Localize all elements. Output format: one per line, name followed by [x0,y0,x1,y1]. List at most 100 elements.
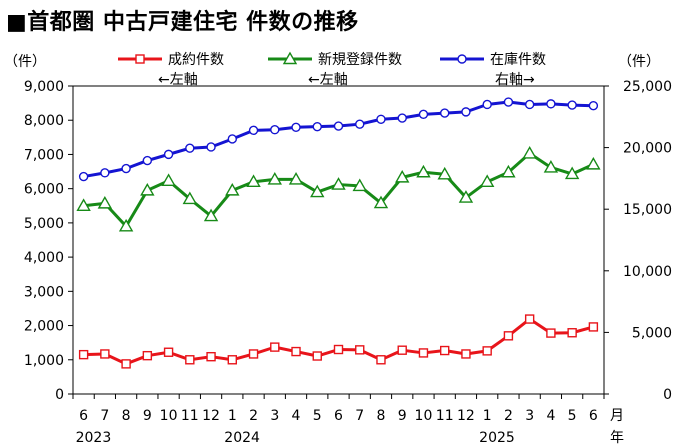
data-point [567,328,577,338]
data-point [97,195,113,209]
data-point [185,143,195,153]
data-point [142,350,153,361]
data-point [270,125,280,135]
x-tick-label: 7 [100,408,109,424]
data-point [100,168,110,178]
data-point [288,172,304,185]
legend-marker [457,54,467,64]
x-tick-label: 4 [546,408,555,424]
data-point [185,355,195,365]
data-point [100,349,110,359]
data-point [524,99,535,110]
x-tick-label: 12 [457,408,475,424]
x-tick-label: 10 [160,408,178,424]
data-point [479,174,495,188]
left-tick-label: 9,000 [24,79,64,95]
data-point [503,97,514,107]
data-point [397,345,407,355]
left-tick-label: 5,000 [24,216,64,232]
x-tick-label: 6 [334,408,343,424]
x-tick-label: 7 [355,408,364,424]
left-tick-label: 2,000 [24,319,64,335]
left-tick-label: 7,000 [24,147,64,163]
x-tick-label: 8 [122,408,131,424]
x-tick-label: 8 [377,408,386,424]
data-point [395,169,410,183]
x-tick-label: 3 [525,408,534,424]
chart-title: ■首都圏 中古戸建住宅 件数の推移 [6,10,359,35]
data-point [440,345,450,356]
data-point [227,355,238,365]
data-point [524,314,535,324]
data-point [142,155,153,166]
data-point [140,182,155,196]
data-point [312,351,322,361]
data-point [206,351,216,362]
data-point [501,164,516,178]
data-point [227,134,238,144]
series-line-0 [83,317,594,366]
data-point [522,146,537,159]
data-point [291,346,301,357]
right-tick-label: 5,000 [632,325,672,341]
data-point [267,172,282,185]
legend-axis-note: ←左軸 [308,72,348,88]
left-tick-label: 8,000 [24,113,64,129]
x-tick-label: 4 [292,408,301,424]
year-label: 2024 [224,430,260,446]
data-point [461,349,471,359]
data-point [588,322,599,332]
data-point [586,156,601,170]
x-tick-label: 1 [483,408,492,424]
x-tick-label: 11 [436,408,454,424]
x-tick-label: 5 [568,408,577,424]
x-tick-label: 2 [249,408,258,424]
year-label: 2025 [479,430,515,446]
left-tick-label: 3,000 [24,284,64,300]
x-tick-label: 2 [504,408,513,424]
data-point [121,359,131,369]
data-point [546,328,556,338]
data-point [118,218,134,232]
x-tick-label: 1 [228,408,237,424]
x-tick-label: 5 [313,408,322,424]
x-tick-label: 9 [143,408,152,424]
data-point [206,142,216,152]
data-point [182,191,198,205]
data-point [458,190,474,203]
right-tick-label: 15,000 [623,202,672,218]
right-tick-label: 10,000 [623,264,672,280]
data-point [310,184,325,198]
data-point [161,173,176,186]
right-tick-label: 20,000 [623,141,672,157]
year-label: 2023 [76,430,112,446]
data-point [418,109,429,120]
data-point [437,166,452,180]
data-point [312,121,322,132]
data-point [291,122,301,132]
data-point [121,163,131,174]
legend-marker [135,54,145,64]
data-point [482,346,492,356]
data-point [163,149,174,160]
x-tick-label: 6 [589,408,598,424]
data-point [76,198,91,211]
data-point [225,182,240,196]
data-point [416,164,431,178]
data-point [203,208,219,222]
data-point [461,107,471,117]
data-point [588,101,599,111]
data-point [248,125,259,136]
data-point [333,344,344,355]
data-point [418,348,429,358]
data-point [78,171,89,182]
x-unit-year: 年 [610,430,624,446]
data-point [543,160,559,173]
x-tick-label: 6 [79,408,88,424]
x-tick-label: 9 [398,408,407,424]
data-point [546,99,556,109]
right-tick-label: 0 [663,387,672,403]
series-line-1 [83,151,594,228]
data-point [355,119,365,129]
left-tick-label: 4,000 [24,250,64,266]
